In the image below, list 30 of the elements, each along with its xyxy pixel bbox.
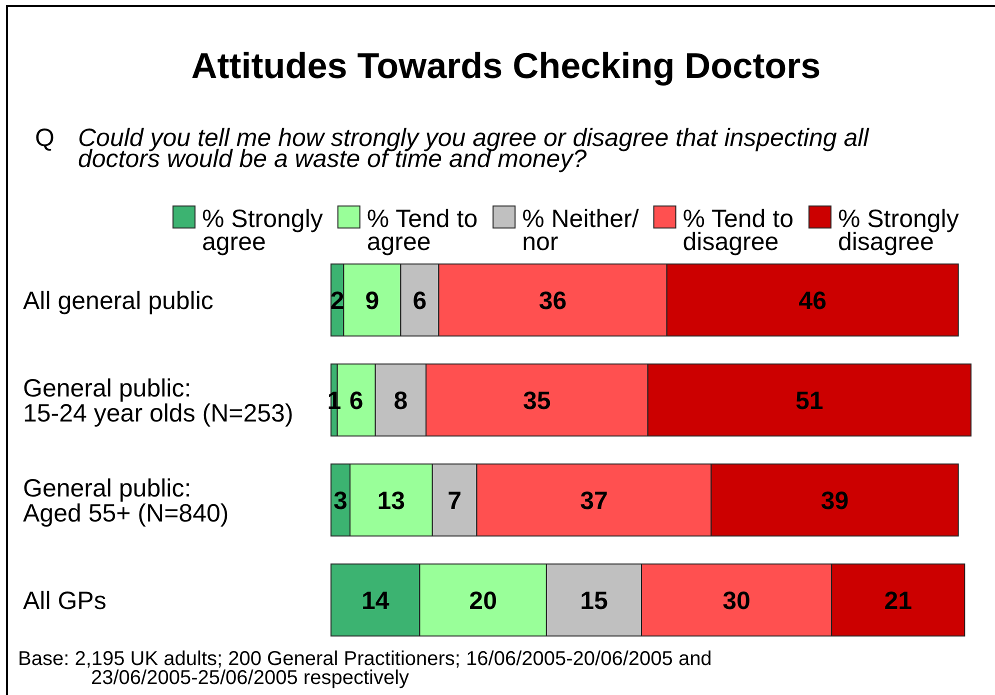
data-label: 6 (349, 386, 364, 415)
y-tick-label: General public: Aged 55+ (N=840) (23, 474, 229, 528)
data-label: 35 (523, 386, 551, 415)
data-label: 39 (820, 486, 849, 515)
legend-label: % Strongly agree (202, 205, 324, 256)
data-label: 36 (538, 286, 567, 315)
data-label: 8 (394, 386, 408, 415)
legend-label: % Tend to agree (366, 205, 478, 256)
data-label: 21 (884, 586, 912, 615)
legend-label: % Tend to disagree (682, 205, 794, 256)
data-label: 3 (334, 486, 348, 515)
data-label: 20 (469, 586, 497, 615)
data-label: 37 (580, 486, 608, 515)
data-label: 51 (796, 386, 824, 415)
data-label: 46 (798, 286, 826, 315)
annotation: Base: 2,195 UK adults; 200 General Practitioners; 16/06/2005-20/06/2005 and 23/06/2005-25/06/2005 respectively (18, 648, 712, 689)
data-label: 15 (580, 586, 608, 615)
y-tick-label: General public: 15-24 year olds (N=253) (23, 374, 294, 428)
y-tick-label: All GPs (23, 586, 106, 615)
data-label: 9 (365, 286, 380, 315)
data-label: 14 (361, 586, 390, 615)
data-label: 13 (377, 486, 406, 515)
legend-label: % Strongly disagree (838, 205, 960, 256)
data-label: 30 (722, 586, 750, 615)
y-tick-label: All general public (23, 286, 214, 315)
data-label: 6 (412, 286, 427, 315)
chart-subtitle: Q Could you tell me how strongly you agree or disagree that inspecting all doctors would be a waste of time and money? (35, 124, 870, 173)
data-label: 7 (448, 486, 462, 515)
chart-title: Attitudes Towards Checking Doctors (191, 45, 821, 86)
legend-label: % Neither/ nor (522, 205, 639, 256)
